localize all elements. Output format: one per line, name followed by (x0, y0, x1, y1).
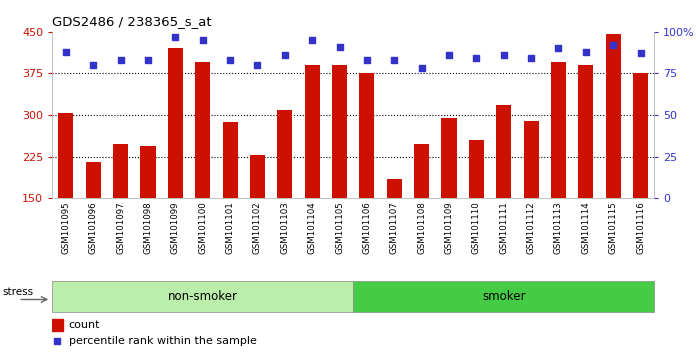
Point (143, 57, 154, 63)
Bar (277, 109, 292, 198)
Point (279, 52, 290, 58)
Bar (250, 155, 265, 198)
Bar (113, 144, 128, 198)
Bar (52, 319, 63, 331)
Bar (441, 118, 457, 198)
Point (61, 49, 72, 55)
Bar (52, 281, 353, 312)
Bar (523, 121, 539, 198)
Point (498, 52, 509, 58)
Bar (332, 65, 347, 198)
Point (635, 51, 646, 56)
Bar (551, 62, 566, 198)
Point (443, 52, 454, 58)
Text: smoker: smoker (482, 290, 525, 303)
Point (252, 62, 263, 68)
Bar (141, 145, 155, 198)
Point (52, 338, 63, 343)
Bar (86, 162, 101, 198)
Point (170, 34, 181, 40)
Bar (414, 144, 429, 198)
Text: GDS2486 / 238365_s_at: GDS2486 / 238365_s_at (52, 15, 212, 28)
Bar (606, 34, 621, 198)
Point (525, 56, 537, 61)
Bar (168, 48, 183, 198)
Text: percentile rank within the sample: percentile rank within the sample (69, 336, 257, 346)
Bar (353, 281, 654, 312)
Point (553, 46, 564, 51)
Point (115, 57, 126, 63)
Point (197, 37, 208, 43)
Bar (469, 140, 484, 198)
Text: non-smoker: non-smoker (168, 290, 238, 303)
Bar (195, 62, 210, 198)
Point (361, 57, 372, 63)
Bar (359, 73, 374, 198)
Bar (578, 65, 594, 198)
Point (416, 65, 427, 71)
Text: stress: stress (3, 287, 33, 297)
Bar (496, 105, 512, 198)
Bar (223, 122, 237, 198)
Point (225, 57, 236, 63)
Point (388, 57, 400, 63)
Point (88, 62, 99, 68)
Bar (305, 65, 319, 198)
Text: count: count (69, 320, 100, 330)
Point (334, 44, 345, 50)
Bar (58, 113, 73, 198)
Point (307, 37, 318, 43)
Point (470, 56, 482, 61)
Bar (633, 73, 648, 198)
Bar (387, 179, 402, 198)
Point (608, 42, 619, 48)
Point (580, 49, 592, 55)
